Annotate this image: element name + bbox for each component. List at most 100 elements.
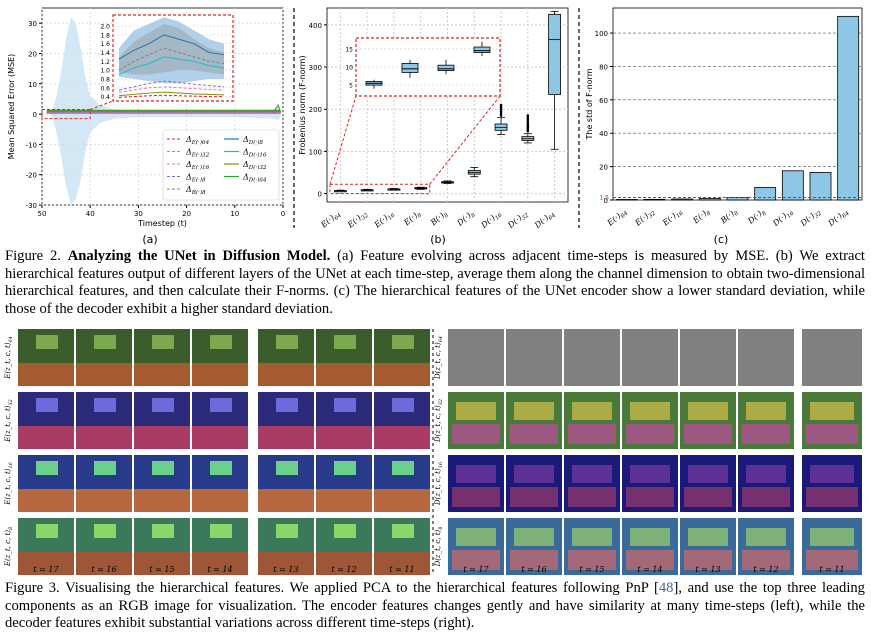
left-feature-map-lower xyxy=(76,552,132,575)
chart-a-legend-label: ΔE(·)64 xyxy=(185,135,210,146)
left-feature-map-lower xyxy=(258,426,314,449)
chart-a-series-spike xyxy=(272,103,282,113)
chart-a-legend-label: ΔE(·)16 xyxy=(185,160,210,171)
right-feature-map-lower xyxy=(452,424,500,444)
left-feature-map-highlight xyxy=(94,461,116,475)
chart-b-inset-box xyxy=(473,46,491,53)
chart-a-ytick-label: 10 xyxy=(28,81,37,89)
right-feature-map-lower xyxy=(806,487,858,507)
chart-b-outlier xyxy=(526,114,530,117)
chart-b-outlier xyxy=(499,105,503,109)
left-feature-map-lower xyxy=(374,489,430,512)
chart-a-xtick-label: 20 xyxy=(182,210,191,218)
left-feature-map-lower xyxy=(192,552,248,575)
left-feature-map-lower xyxy=(258,552,314,575)
right-feature-map-lower xyxy=(742,550,790,570)
chart-c-bar xyxy=(698,198,721,201)
right-feature-map-lower xyxy=(510,487,558,507)
left-feature-map-lower xyxy=(134,426,190,449)
right-feature-map-highlight xyxy=(746,465,786,483)
left-feature-map-highlight xyxy=(392,335,414,349)
chart-a-ytick-label: -10 xyxy=(26,141,37,149)
left-timestep-label: t = 17 xyxy=(33,565,59,574)
chart-b-xtick-label: B(·)8 xyxy=(428,208,450,229)
left-feature-map-lower xyxy=(18,426,74,449)
chart-b-inset-ytick-label: 15 xyxy=(345,46,353,53)
chart-b-inset-box xyxy=(401,62,419,73)
right-timestep-label: t = 17 xyxy=(463,565,489,574)
right-feature-map-lower xyxy=(626,487,674,507)
right-timestep-label: t = 11 xyxy=(819,565,844,574)
right-feature-map xyxy=(802,329,862,386)
figure-3-caption: Figure 3. Visualising the hierarchical f… xyxy=(5,580,865,633)
panel-label-a: (a) xyxy=(142,233,158,246)
chart-b-ytick-label: 400 xyxy=(309,22,322,30)
chart-a-xtick-label: 30 xyxy=(134,210,143,218)
chart-b-xtick-label: D(·)32 xyxy=(505,208,530,232)
right-feature-map-lower xyxy=(684,424,732,444)
chart-a-inset-line xyxy=(118,86,225,93)
chart-b-inset-ytick-label: 10 xyxy=(345,65,353,72)
chart-c-bar xyxy=(726,197,749,201)
right-feature-map-highlight xyxy=(688,465,728,483)
left-feature-map-highlight xyxy=(152,335,174,349)
left-feature-map-highlight xyxy=(152,524,174,538)
chart-a-legend-label: ΔB(·)8 xyxy=(185,185,206,196)
chart-b-outlier xyxy=(499,103,503,107)
chart-b-xtick-label: D(·)8 xyxy=(455,208,478,229)
right-feature-map-lower xyxy=(452,487,500,507)
right-feature-map-highlight xyxy=(746,402,786,420)
left-feature-map-lower xyxy=(374,363,430,386)
panel-label-c: (c) xyxy=(713,233,729,246)
chart-c-bar xyxy=(671,198,694,201)
chart-a-inset-line xyxy=(118,34,225,60)
left-feature-map-lower xyxy=(316,489,372,512)
chart-a-inset-ytick-label: 1.4 xyxy=(100,50,110,57)
chart-a-inset-ytick-label: 2.0 xyxy=(100,24,110,31)
right-timestep-label: t = 14 xyxy=(637,565,662,574)
chart-a-legend-label: ΔD(·)32 xyxy=(242,160,267,171)
chart-c-xtick-label: E(·)8 xyxy=(691,206,713,227)
left-feature-map-lower xyxy=(76,489,132,512)
figure-3-citation-link[interactable]: 48 xyxy=(658,580,674,596)
left-timestep-label: t = 15 xyxy=(149,565,174,574)
right-feature-map-lower xyxy=(568,424,616,444)
left-feature-map-highlight xyxy=(152,461,174,475)
right-feature-map xyxy=(506,329,562,386)
right-feature-map-highlight xyxy=(810,402,854,420)
chart-c-xtick-label: E(·)32 xyxy=(633,206,658,229)
figure-2-caption-prefix: Figure 2. xyxy=(5,248,61,264)
chart-a-legend-label: ΔE(·)32 xyxy=(185,148,210,159)
left-feature-map-highlight xyxy=(36,335,58,349)
chart-b-box xyxy=(548,13,562,95)
chart-a-xlabel: Timestep (t) xyxy=(137,219,187,228)
right-timestep-label: t = 15 xyxy=(579,565,604,574)
figure-3-caption-body: Visualising the hierarchical features. W… xyxy=(65,580,659,596)
left-feature-map-lower xyxy=(192,489,248,512)
right-feature-map-lower xyxy=(806,550,858,570)
chart-a-xtick-label: 40 xyxy=(86,210,95,218)
left-feature-map-lower xyxy=(316,426,372,449)
left-feature-map-lower xyxy=(76,426,132,449)
chart-c-threshold-label: 1.5 xyxy=(599,194,609,201)
right-feature-map xyxy=(564,329,620,386)
chart-a-legend-label: ΔD(·)64 xyxy=(242,173,267,184)
left-feature-map-highlight xyxy=(94,398,116,412)
left-feature-map-lower xyxy=(134,552,190,575)
right-row-label: D(z_t, c, t)8 xyxy=(434,527,444,568)
right-feature-map-lower xyxy=(626,424,674,444)
left-feature-map-lower xyxy=(76,363,132,386)
left-feature-map-lower xyxy=(258,363,314,386)
chart-b-xtick-label: E(·)8 xyxy=(402,208,424,229)
left-feature-map-lower xyxy=(374,426,430,449)
left-feature-map-highlight xyxy=(210,524,232,538)
chart-a-xtick-label: 10 xyxy=(230,210,239,218)
chart-c-ytick-label: 80 xyxy=(599,63,608,71)
right-feature-map-highlight xyxy=(456,528,496,546)
chart-a-inset-ytick-label: 1.8 xyxy=(100,32,110,39)
right-feature-map-lower xyxy=(806,424,858,444)
chart-c-axes xyxy=(612,7,863,201)
chart-b-xtick-label: E(·)32 xyxy=(345,208,370,231)
right-timestep-label: t = 12 xyxy=(753,565,778,574)
chart-b-ytick-label: 300 xyxy=(309,64,322,72)
